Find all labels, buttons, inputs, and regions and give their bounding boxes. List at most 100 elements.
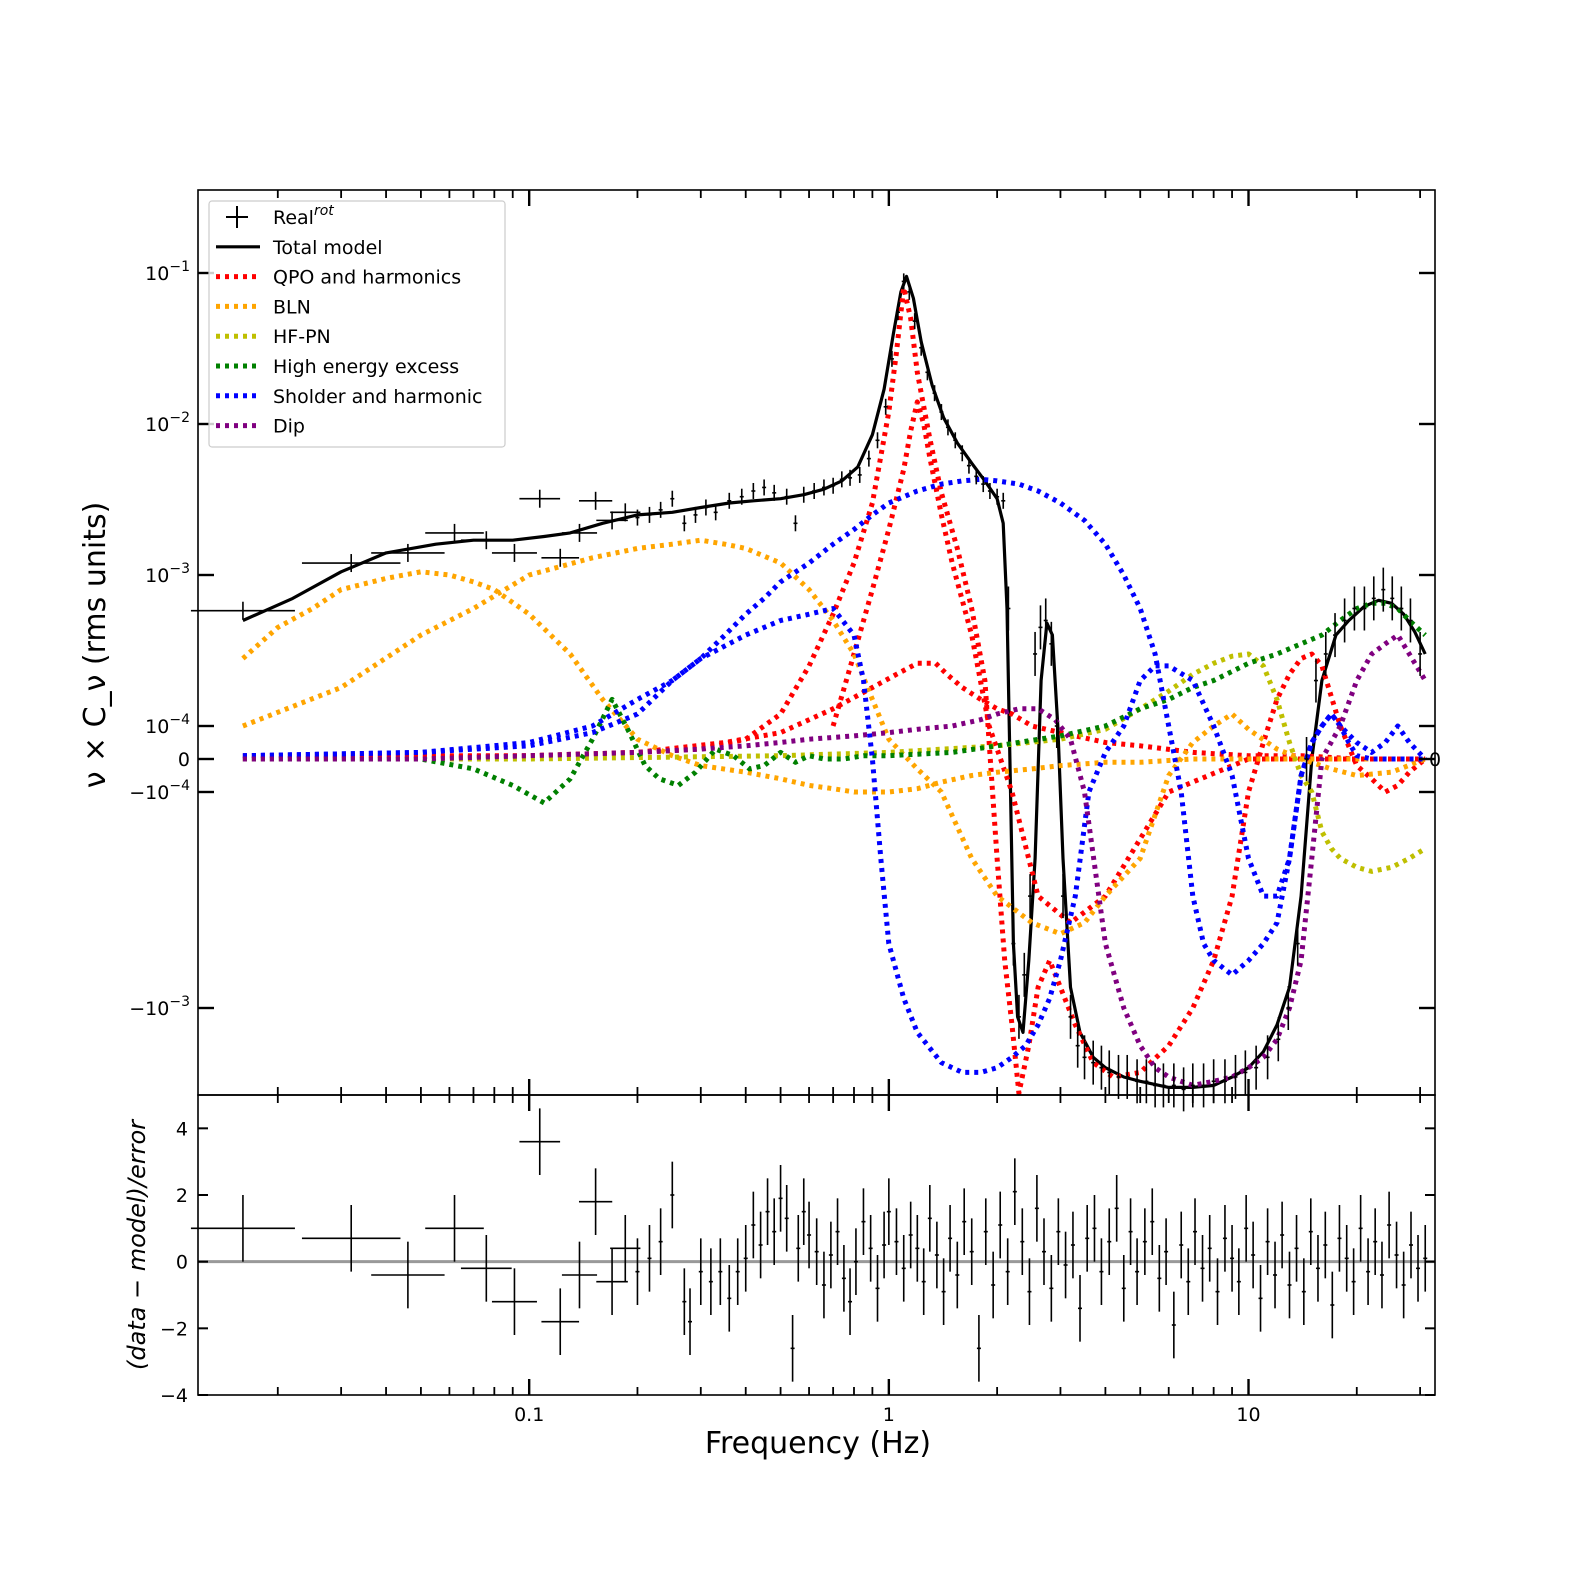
residual-point	[610, 1215, 641, 1282]
data-point	[1082, 1035, 1087, 1080]
data-point	[866, 450, 871, 467]
data-point	[670, 490, 675, 507]
data-point	[1153, 1063, 1158, 1108]
right-zero-tick-label: 0	[1429, 749, 1441, 771]
ytick-label: −2	[160, 1318, 188, 1340]
data-point	[693, 506, 698, 523]
legend-entry: High energy excess	[216, 356, 459, 378]
residual-point	[1401, 1251, 1406, 1319]
residual-point	[1330, 1271, 1335, 1339]
residual-point	[765, 1178, 770, 1245]
series-line-3	[830, 399, 1426, 926]
data-point	[960, 445, 965, 462]
data-point	[647, 506, 652, 523]
data-point	[1418, 631, 1423, 676]
bottom-ticks-layer	[198, 1095, 1435, 1396]
residual-point	[1373, 1208, 1378, 1275]
residual-point	[1423, 1225, 1428, 1292]
residual-point	[955, 1241, 960, 1309]
residual-point	[1179, 1211, 1184, 1279]
residual-point	[1280, 1201, 1285, 1269]
residual-point	[934, 1221, 939, 1289]
residual-point	[561, 1241, 598, 1309]
residual-point	[1041, 1218, 1046, 1285]
data-point	[1011, 921, 1016, 966]
residual-point	[1128, 1198, 1133, 1265]
data-point	[610, 503, 641, 522]
data-point	[1342, 598, 1347, 643]
xtick-label: 10	[1236, 1404, 1260, 1426]
data-point	[901, 273, 906, 290]
residual-point	[425, 1195, 484, 1262]
bottom-plot-frame	[197, 1094, 1436, 1396]
residual-point	[1193, 1198, 1198, 1265]
data-point	[519, 489, 561, 508]
residual-point	[1230, 1225, 1235, 1292]
legend-label: Realrot	[273, 203, 334, 229]
residual-point	[921, 1248, 926, 1315]
data-point	[425, 523, 484, 542]
data-point	[1304, 737, 1309, 781]
top-ticks-layer	[198, 190, 1435, 1095]
residual-point	[1273, 1241, 1278, 1309]
residual-point	[698, 1238, 703, 1305]
residual-point	[1114, 1175, 1119, 1242]
series-line-5	[241, 537, 1427, 937]
ytick-label: 10−2	[145, 410, 190, 436]
residual-point	[1315, 1235, 1320, 1302]
data-point	[784, 488, 789, 505]
residual-point	[519, 1108, 561, 1175]
data-point	[895, 304, 900, 321]
residual-point	[853, 1228, 858, 1295]
data-point	[596, 511, 628, 530]
series-line-10	[242, 632, 1428, 1088]
ytick-label: 0	[178, 749, 190, 771]
data-point	[1243, 1050, 1248, 1095]
data-point	[1006, 586, 1011, 631]
residual-point	[1265, 1208, 1270, 1275]
data-point	[703, 499, 708, 516]
ytick-label: 0	[176, 1252, 188, 1274]
data-point	[1161, 1063, 1166, 1108]
data-point	[1001, 492, 1006, 509]
residual-point	[1142, 1208, 1147, 1275]
residual-point	[828, 1221, 833, 1289]
data-point	[883, 398, 888, 415]
data-point	[371, 543, 445, 562]
residual-point	[1222, 1205, 1227, 1272]
residual-point	[807, 1201, 812, 1269]
data-point	[987, 482, 992, 499]
residual-point	[790, 1315, 795, 1382]
residual-point	[927, 1185, 932, 1252]
residual-point	[778, 1165, 783, 1232]
residual-point	[868, 1215, 873, 1282]
residual-point	[998, 1191, 1003, 1259]
data-point	[1144, 1059, 1149, 1104]
residual-point	[1135, 1238, 1140, 1305]
data-point	[925, 364, 930, 381]
residual-point	[1063, 1231, 1068, 1299]
residual-point	[1251, 1221, 1256, 1289]
data-point	[1022, 952, 1027, 997]
residual-point	[1258, 1265, 1263, 1332]
data-point	[1286, 986, 1291, 1030]
residual-point	[1186, 1248, 1191, 1315]
data-point	[751, 482, 756, 499]
series-line-9	[242, 606, 1428, 1075]
data-point	[1038, 605, 1043, 650]
residual-point	[460, 1235, 512, 1302]
data-point	[1381, 567, 1386, 612]
residual-point	[371, 1241, 445, 1309]
data-point	[1390, 576, 1395, 621]
residual-point	[735, 1238, 740, 1305]
data-point	[1061, 874, 1066, 919]
data-point	[635, 509, 640, 526]
residual-point	[635, 1238, 640, 1305]
residual-point	[718, 1238, 723, 1305]
residual-point	[1099, 1238, 1104, 1305]
residual-point	[894, 1208, 899, 1275]
residual-point	[1244, 1195, 1249, 1262]
data-point	[541, 548, 580, 567]
residual-point	[1308, 1198, 1313, 1265]
data-point	[1333, 613, 1338, 658]
